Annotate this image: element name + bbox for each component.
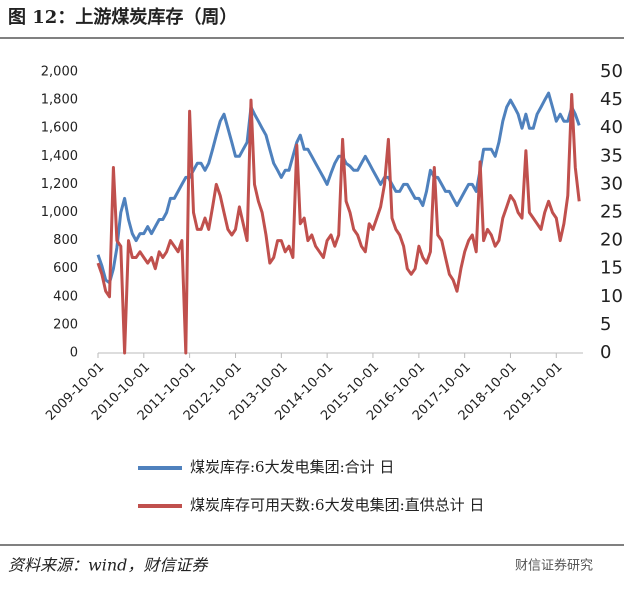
y2-tick-label: 45	[600, 89, 623, 110]
y-tick-label: 600	[53, 261, 78, 276]
y-tick-label: 400	[53, 289, 78, 304]
y-tick-label: 1,000	[41, 205, 78, 220]
y2-tick-label: 5	[600, 314, 611, 335]
y2-tick-label: 0	[600, 342, 611, 363]
y2-tick-label: 15	[600, 258, 623, 279]
y-tick-label: 1,200	[41, 177, 78, 192]
watermark: 财信证券研究	[515, 558, 593, 574]
y-tick-label: 800	[53, 233, 78, 248]
y-tick-label: 1,600	[41, 121, 78, 136]
series-line	[96, 93, 581, 355]
series-line	[96, 91, 581, 285]
chart-title: 图 12：上游煤炭库存（周）	[8, 6, 237, 28]
y2-tick-label: 40	[600, 117, 623, 138]
legend-label: 煤炭库存可用天数:6大发电集团:直供总计 日	[190, 496, 484, 514]
y-tick-label: 1,400	[41, 149, 78, 164]
y-tick-label: 0	[70, 346, 78, 361]
y2-tick-label: 30	[600, 173, 623, 194]
source: 资料来源：wind，财信证券	[8, 556, 209, 575]
legend-label: 煤炭库存:6大发电集团:合计 日	[190, 458, 394, 476]
y2-tick-label: 25	[600, 202, 623, 223]
y2-tick-label: 20	[600, 230, 623, 251]
y2-tick-label: 50	[600, 61, 623, 82]
y-tick-label: 200	[53, 317, 78, 332]
y-tick-label: 2,000	[41, 65, 78, 80]
y-tick-label: 1,800	[41, 93, 78, 108]
y2-tick-label: 10	[600, 286, 623, 307]
y2-tick-label: 35	[600, 145, 623, 166]
